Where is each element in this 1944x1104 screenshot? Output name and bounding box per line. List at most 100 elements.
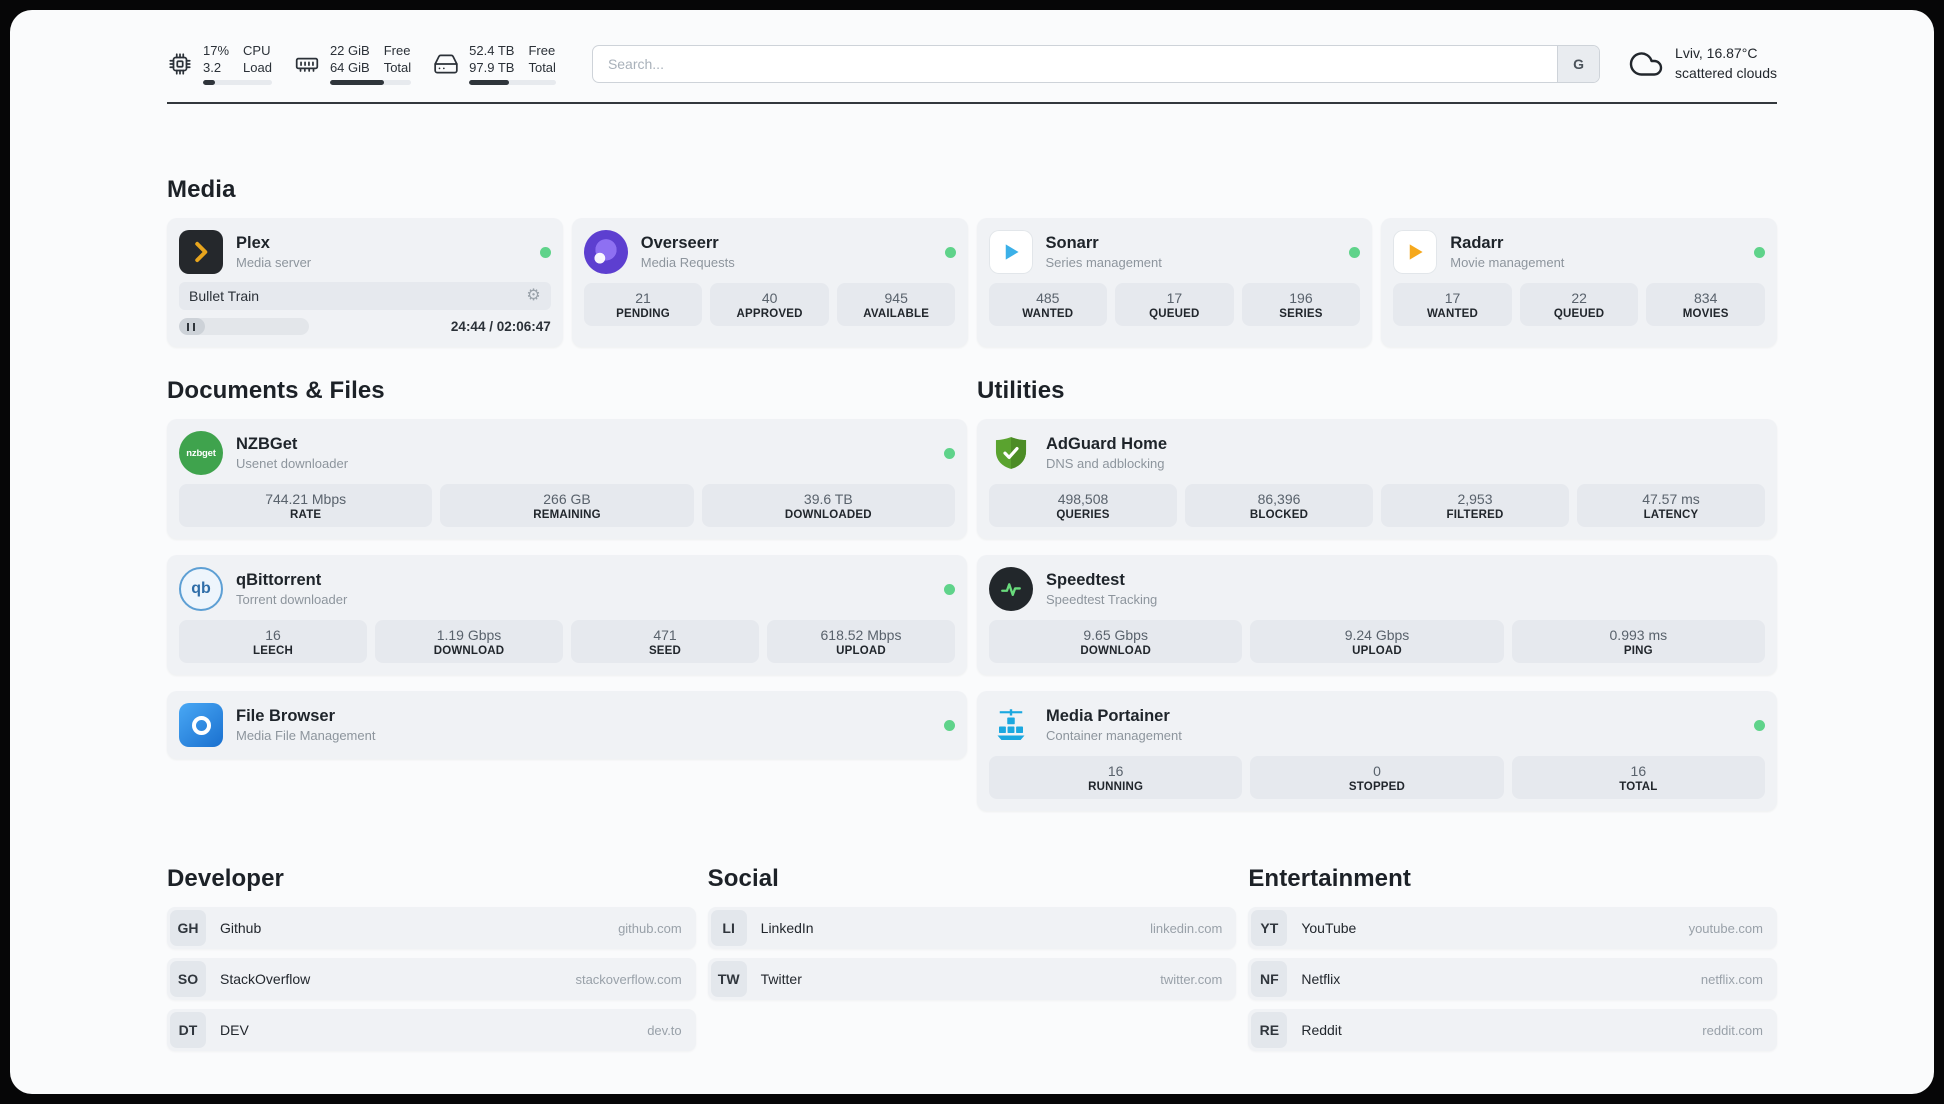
app-name: Media Portainer	[1046, 706, 1170, 725]
stat-value: 86,396	[1257, 491, 1301, 507]
app-name: qBittorrent	[236, 570, 322, 589]
bookmark-github[interactable]: GH Github github.com	[167, 907, 696, 949]
stat-value: 471	[653, 627, 677, 643]
weather-widget: Lviv, 16.87°C scattered clouds	[1628, 44, 1777, 83]
media-section-title: Media	[167, 176, 236, 203]
stat-value: 17	[1166, 290, 1183, 306]
overseerr-icon	[583, 230, 628, 274]
stat-label: QUEUED	[1553, 308, 1605, 320]
section-developer: Developer GH Github github.com SO StackO…	[167, 865, 696, 1051]
stat-label: UPLOAD	[836, 645, 886, 657]
weather-location: Lviv, 16.87°C	[1675, 45, 1758, 62]
status-online-dot	[944, 447, 955, 459]
disk-usage-bar	[469, 80, 556, 86]
gear-icon[interactable]: ⚙	[526, 287, 541, 304]
bookmark-domain: stackoverflow.com	[575, 971, 682, 987]
app-name: Sonarr	[1045, 233, 1099, 252]
section-media: Media Plex Media server	[167, 176, 1777, 347]
qbittorrent-card[interactable]: qb qBittorrent Torrent downloader 16 LEE…	[167, 555, 967, 675]
bookmark-youtube[interactable]: YT YouTube youtube.com	[1248, 907, 1777, 949]
disk-usage-bar-fill	[469, 80, 510, 86]
disk-icon	[433, 51, 459, 77]
bookmark-stackoverflow[interactable]: SO StackOverflow stackoverflow.com	[167, 958, 696, 1000]
stat-label: DOWNLOAD	[433, 645, 505, 657]
stat-label: QUEUED	[1149, 308, 1200, 320]
stat-value: 744.21 Mbps	[265, 491, 347, 507]
stat-value: 834	[1694, 290, 1718, 306]
cpu-usage-bar-fill	[203, 80, 215, 86]
sonarr-card[interactable]: Sonarr Series management 485 WANTED 17 Q…	[976, 218, 1373, 347]
bookmark-reddit[interactable]: RE Reddit reddit.com	[1248, 1009, 1777, 1051]
header-divider	[167, 102, 1777, 104]
bookmark-domain: dev.to	[647, 1022, 682, 1038]
search-input[interactable]	[592, 46, 1558, 82]
bookmark-twitter[interactable]: TW Twitter twitter.com	[707, 958, 1237, 1000]
bookmark-abbr: RE	[1251, 1012, 1288, 1048]
stat-box: 485 WANTED	[988, 283, 1108, 326]
radarr-card[interactable]: Radarr Movie management 17 WANTED 22 QUE…	[1381, 218, 1777, 347]
stat-box: 16 LEECH	[179, 620, 367, 663]
stat-box: 9.65 Gbps DOWNLOAD	[989, 620, 1243, 663]
bookmark-domain: reddit.com	[1702, 1022, 1763, 1038]
adguard-card[interactable]: AdGuard Home DNS and adblocking 498,508 …	[977, 419, 1777, 539]
app-desc: Movie management	[1450, 255, 1565, 271]
disk-free-value: 52.4 TB	[469, 42, 515, 58]
bookmark-name: StackOverflow	[220, 971, 311, 987]
stat-label: SERIES	[1279, 308, 1323, 320]
cpu-label-bottom: Load	[243, 60, 272, 75]
app-desc: Torrent downloader	[236, 592, 348, 608]
memory-usage-bar	[329, 80, 412, 86]
stat-label: DOWNLOAD	[1080, 645, 1151, 657]
disk-widget: 52.4 TB 97.9 TB Free Total	[433, 43, 556, 86]
search-bar[interactable]: G	[591, 45, 1601, 83]
stat-box: 40 APPROVED	[710, 283, 829, 326]
app-desc: DNS and adblocking	[1046, 456, 1165, 472]
bookmark-abbr: LI	[710, 910, 747, 946]
stat-value: 945	[884, 290, 908, 306]
app-desc: Container management	[1046, 728, 1182, 744]
filebrowser-card[interactable]: File Browser Media File Management	[167, 691, 967, 759]
cloud-icon	[1628, 46, 1664, 82]
portainer-card[interactable]: Media Portainer Container management 16 …	[977, 691, 1777, 811]
app-name: AdGuard Home	[1046, 434, 1168, 453]
memory-usage-bar-fill	[329, 80, 384, 86]
pause-icon[interactable]	[187, 322, 195, 331]
stat-box: 16 RUNNING	[989, 756, 1243, 799]
utilities-section-title: Utilities	[977, 377, 1065, 404]
stat-label: DOWNLOADED	[784, 509, 872, 521]
bookmark-abbr: YT	[1251, 910, 1288, 946]
bookmark-dev[interactable]: DT DEV dev.to	[167, 1009, 696, 1051]
bookmark-netflix[interactable]: NF Netflix netflix.com	[1248, 958, 1777, 1000]
stat-box: 945 AVAILABLE	[836, 283, 956, 326]
cpu-label-top: CPU	[243, 42, 271, 58]
bookmark-linkedin[interactable]: LI LinkedIn linkedin.com	[707, 907, 1237, 949]
stat-value: 47.57 ms	[1642, 491, 1700, 507]
search-engine-button[interactable]: G	[1557, 46, 1600, 82]
stat-value: 266 GB	[543, 491, 591, 507]
playback-time: 24:44 / 02:06:47	[450, 319, 551, 334]
stat-box: 21 PENDING	[583, 283, 703, 326]
cpu-sub-value: 3.2	[203, 60, 222, 75]
filebrowser-icon	[179, 703, 223, 747]
bookmark-domain: twitter.com	[1160, 971, 1223, 987]
bookmark-name: Reddit	[1301, 1022, 1342, 1038]
stat-label: WANTED	[1022, 308, 1074, 320]
plex-card[interactable]: Plex Media server Bullet Train ⚙ 24:44 /…	[167, 218, 563, 347]
stat-box: 17 WANTED	[1393, 283, 1512, 326]
stat-label: UPLOAD	[1352, 645, 1402, 657]
stat-value: 16	[1107, 763, 1124, 779]
nzbget-card[interactable]: nzbget NZBGet Usenet downloader 744.21 M…	[167, 419, 967, 539]
overseerr-card[interactable]: Overseerr Media Requests 21 PENDING 40 A…	[571, 218, 968, 347]
bookmark-domain: youtube.com	[1688, 920, 1763, 936]
disk-label-bottom: Total	[528, 60, 556, 75]
stat-label: LEECH	[253, 645, 293, 657]
memory-free-value: 22 GiB	[329, 42, 370, 58]
speedtest-card[interactable]: Speedtest Speedtest Tracking 9.65 Gbps D…	[977, 555, 1777, 675]
stat-label: RUNNING	[1088, 781, 1144, 793]
stat-label: STOPPED	[1348, 781, 1406, 793]
bookmark-abbr: TW	[710, 961, 747, 997]
entertainment-section-title: Entertainment	[1248, 865, 1411, 892]
playback-progress-bar[interactable]	[179, 318, 309, 335]
stat-box: 9.24 Gbps UPLOAD	[1250, 620, 1504, 663]
section-social: Social LI LinkedIn linkedin.com TW Twitt…	[707, 865, 1237, 1051]
